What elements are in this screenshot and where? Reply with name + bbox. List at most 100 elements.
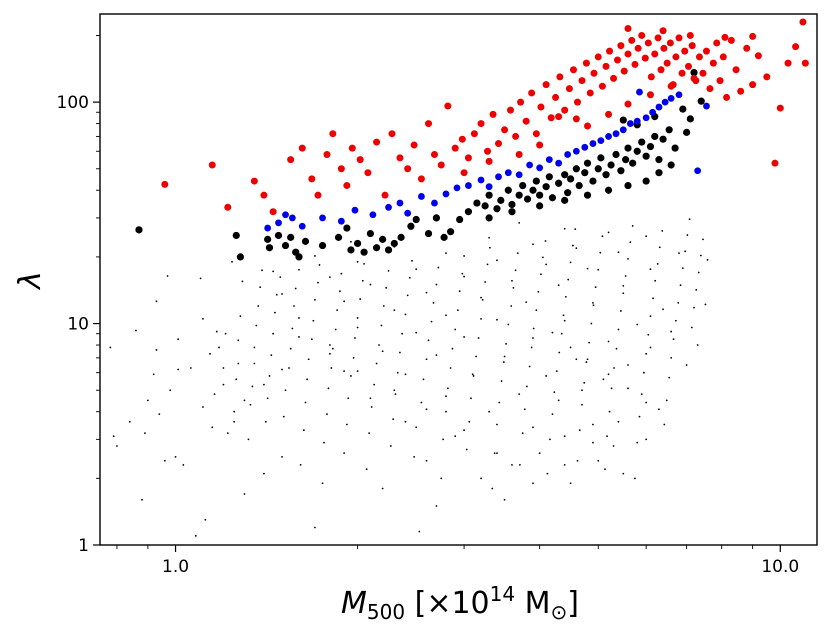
small-black-point — [272, 332, 275, 335]
blue-point — [504, 169, 512, 177]
small-black-point — [275, 293, 278, 296]
small-black-point — [396, 371, 399, 374]
small-black-point — [289, 347, 292, 350]
large-black-point — [629, 159, 637, 167]
small-black-point — [199, 277, 202, 280]
blue-point — [431, 199, 438, 207]
small-black-point — [581, 403, 583, 406]
small-black-point — [116, 445, 118, 447]
small-black-point — [163, 459, 166, 462]
small-black-point — [677, 301, 680, 304]
small-black-point — [557, 399, 560, 402]
small-black-point — [314, 298, 316, 301]
blue-point — [369, 211, 377, 219]
small-black-point — [454, 328, 457, 331]
small-black-point — [336, 309, 339, 312]
large-black-point — [334, 233, 343, 241]
red-point — [477, 120, 485, 128]
small-black-point — [257, 305, 260, 307]
red-point — [686, 31, 694, 39]
small-black-point — [569, 346, 572, 349]
large-black-point — [667, 161, 675, 169]
large-black-point — [536, 202, 544, 210]
red-point — [709, 59, 717, 67]
small-black-point — [359, 298, 362, 300]
red-point — [489, 110, 497, 118]
small-black-point — [394, 393, 397, 396]
small-black-point — [516, 252, 519, 255]
small-black-point — [558, 351, 561, 354]
small-black-point — [505, 342, 507, 345]
small-black-point — [404, 313, 407, 316]
red-point — [464, 154, 472, 162]
small-black-point — [445, 252, 447, 255]
small-black-point — [560, 332, 563, 335]
small-black-point — [425, 358, 428, 361]
small-black-point — [298, 336, 300, 338]
small-black-point — [247, 438, 250, 441]
small-black-point — [491, 487, 494, 490]
large-black-point — [519, 181, 527, 190]
small-black-point — [699, 254, 702, 257]
small-black-point — [496, 452, 498, 455]
small-black-point — [404, 373, 407, 376]
small-black-point — [261, 269, 263, 272]
small-black-point — [209, 352, 211, 355]
blue-point — [495, 173, 502, 181]
red-point — [699, 69, 707, 77]
small-black-point — [445, 314, 447, 317]
small-black-point — [169, 389, 172, 392]
small-black-point — [685, 364, 688, 366]
small-black-point — [368, 432, 371, 435]
small-black-point — [592, 304, 595, 307]
small-black-point — [627, 257, 629, 260]
small-black-point — [408, 276, 411, 279]
small-black-point — [146, 399, 149, 402]
red-point — [613, 56, 621, 64]
red-point — [602, 62, 610, 70]
red-point — [663, 59, 671, 67]
small-black-point — [468, 420, 471, 423]
small-black-point — [411, 259, 413, 262]
small-black-point — [177, 368, 180, 371]
small-black-point — [521, 432, 524, 435]
large-black-point — [619, 116, 627, 124]
red-point — [678, 69, 686, 77]
small-black-point — [553, 391, 556, 394]
large-black-point — [633, 147, 641, 155]
small-black-point — [681, 267, 684, 270]
small-black-point — [356, 260, 359, 263]
red-point — [666, 39, 674, 47]
small-black-point — [381, 487, 384, 490]
small-black-point — [498, 401, 501, 404]
small-black-point — [451, 347, 454, 350]
red-point — [672, 53, 680, 61]
small-black-point — [619, 310, 622, 312]
red-point — [719, 53, 727, 61]
y-tick-label: 100 — [57, 93, 89, 113]
small-black-point — [463, 336, 465, 338]
small-black-point — [510, 305, 513, 307]
y-tick-label: 10 — [67, 315, 89, 335]
large-black-point — [583, 191, 592, 199]
small-black-point — [373, 383, 376, 386]
small-black-point — [532, 243, 534, 246]
large-black-point — [655, 169, 663, 177]
red-point — [547, 114, 555, 122]
large-black-point — [515, 191, 523, 199]
small-black-point — [239, 315, 242, 318]
small-black-point — [569, 482, 572, 485]
large-black-point — [555, 179, 563, 187]
red-point — [578, 77, 586, 85]
small-black-point — [672, 338, 675, 341]
small-black-point — [649, 315, 652, 318]
small-black-point — [445, 395, 447, 398]
blue-point — [396, 199, 404, 207]
large-black-point — [617, 167, 625, 175]
small-black-point — [502, 361, 505, 363]
small-black-point — [535, 309, 538, 312]
red-point — [388, 130, 396, 138]
small-black-point — [266, 397, 269, 400]
small-black-point — [472, 375, 475, 377]
small-black-point — [304, 401, 307, 404]
